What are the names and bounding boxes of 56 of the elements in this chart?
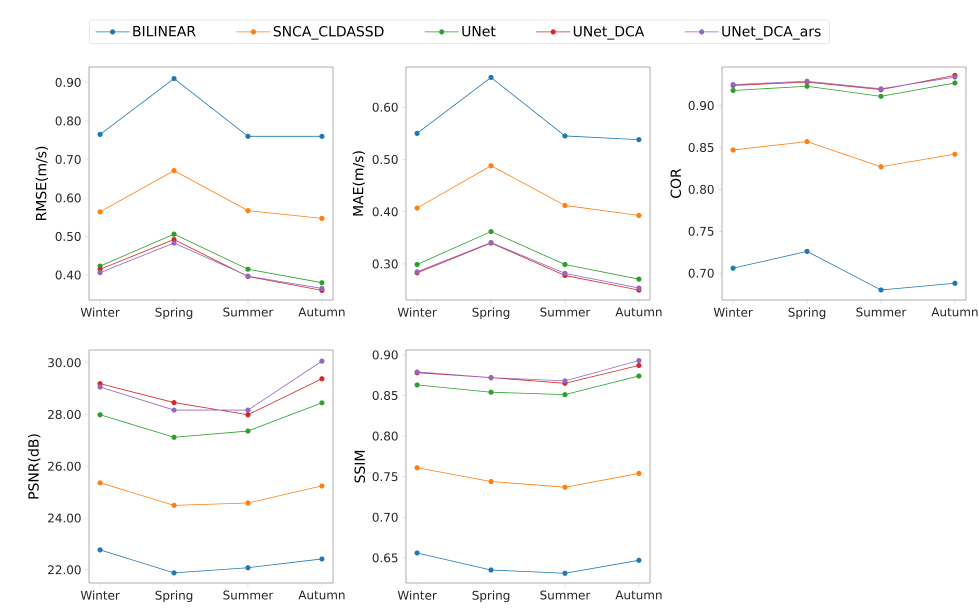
legend-label: UNet_DCA [574,26,644,40]
legend-label: UNet_DCA_ars [722,26,821,40]
y-axis-title: PSNR(dB) [28,434,40,498]
y-tick-label: 0.70 [56,154,81,164]
y-tick-label: 28.00 [48,410,81,419]
x-tick-label: Spring [788,308,826,320]
y-tick-label: 0.85 [688,142,714,152]
y-tick-label: 0.60 [372,102,398,112]
x-tick-label: Winter [80,308,120,317]
y-tick-label: 0.40 [56,270,81,280]
legend-label: UNet [462,26,496,36]
y-tick-label: 0.75 [372,472,398,482]
x-tick-label: Autumn [615,590,662,600]
y-axis-title: RMSE(m/s) [36,146,48,220]
y-tick-label: 0.50 [372,154,398,164]
y-tick-label: 0.85 [372,390,398,400]
y-tick-label: 0.90 [688,101,714,110]
y-tick-label: 0.60 [56,193,81,202]
y-tick-label: 0.90 [56,78,81,87]
x-tick-label: Autumn [931,308,978,316]
legend-label: SNCA_CLDASSD [274,26,384,40]
y-tick-label: 0.30 [372,259,398,268]
x-tick-label: Summer [223,590,274,600]
y-tick-label: 0.75 [688,226,714,236]
y-tick-label: 22.00 [48,565,81,574]
x-tick-label: Winter [398,590,437,600]
y-tick-label: 0.70 [688,268,714,278]
x-tick-label: Autumn [298,590,345,600]
y-tick-label: 0.40 [372,207,398,216]
x-tick-label: Winter [80,590,120,600]
x-tick-label: Spring [472,590,510,602]
y-axis-title: MAE(m/s) [352,151,366,216]
x-tick-label: Summer [540,308,590,317]
y-tick-label: 0.70 [372,512,398,522]
y-tick-label: 0.80 [372,432,398,441]
legend-label: BILINEAR [133,26,196,36]
y-axis-title: SSIM [354,450,366,483]
y-tick-label: 24.00 [48,514,81,523]
x-tick-label: Autumn [615,308,662,316]
y-tick-label: 0.50 [56,232,81,241]
x-tick-label: Summer [223,308,274,317]
y-tick-label: 0.80 [56,116,81,126]
y-tick-label: 0.90 [372,350,398,360]
x-tick-label: Spring [156,590,192,602]
x-tick-label: Autumn [298,308,345,316]
x-tick-label: Winter [398,308,437,317]
x-tick-label: Summer [856,308,906,317]
x-tick-label: Spring [472,308,510,320]
x-tick-label: Winter [714,308,753,317]
y-tick-label: 30.00 [48,358,81,368]
y-tick-label: 0.65 [372,553,398,562]
y-axis-title: COR [670,168,682,198]
x-tick-label: Summer [540,590,590,600]
y-tick-label: 0.80 [688,184,714,194]
x-tick-label: Spring [156,308,192,320]
y-tick-label: 26.00 [48,462,81,471]
